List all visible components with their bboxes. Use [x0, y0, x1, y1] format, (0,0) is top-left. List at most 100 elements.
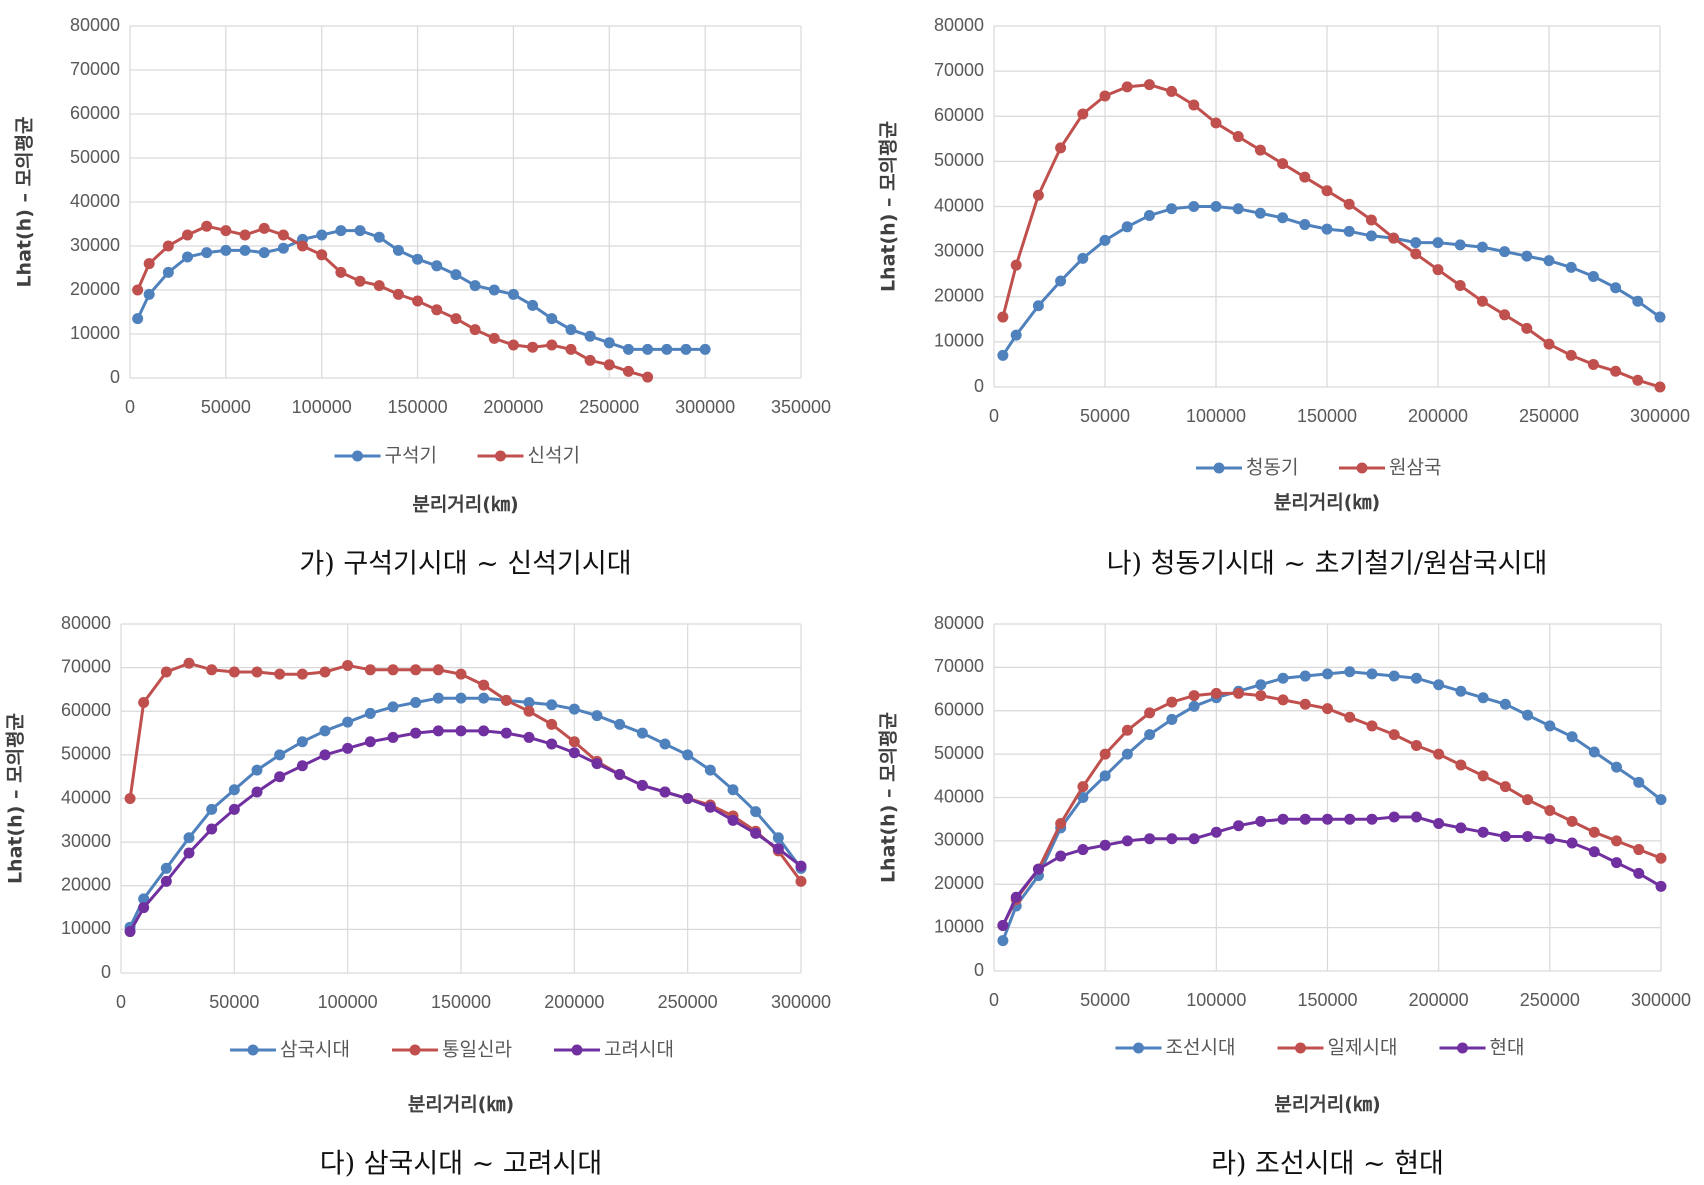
data-point: [1499, 781, 1511, 793]
y-tick-label: 20000: [61, 875, 111, 895]
data-point: [201, 220, 213, 232]
data-point: [1233, 820, 1245, 832]
data-point: [1055, 818, 1067, 830]
data-point: [527, 299, 539, 311]
data-point: [1232, 131, 1244, 143]
y-tick-label: 30000: [934, 240, 984, 260]
data-point: [1144, 707, 1156, 719]
data-point: [258, 222, 270, 234]
data-point: [1343, 198, 1355, 210]
data-point: [183, 847, 195, 859]
caption: 가) 구석기시대 ~ 신석기시대: [299, 549, 631, 580]
data-point: [727, 814, 739, 826]
data-point: [354, 275, 366, 287]
data-point: [1455, 759, 1467, 771]
data-point: [455, 692, 467, 704]
data-point: [124, 793, 136, 804]
data-point: [488, 332, 500, 344]
data-point: [546, 738, 558, 750]
data-point: [1299, 670, 1311, 682]
data-point: [1077, 844, 1089, 856]
data-point: [1210, 201, 1222, 212]
data-point: [680, 343, 692, 355]
data-point: [1543, 338, 1555, 350]
data-point: [478, 725, 490, 737]
data-point: [997, 935, 1009, 947]
data-point: [1188, 99, 1200, 111]
data-point: [1565, 349, 1577, 361]
data-point: [1388, 811, 1400, 823]
data-point: [201, 247, 213, 259]
y-tick-label: 50000: [70, 147, 120, 167]
x-tick-label: 300000: [1631, 990, 1691, 1010]
data-point: [277, 242, 289, 254]
y-tick-label: 40000: [934, 786, 984, 806]
data-point: [239, 244, 251, 256]
series-line: [1001, 670, 1662, 942]
data-point: [412, 295, 424, 307]
data-point: [251, 764, 263, 776]
data-point: [1210, 117, 1222, 129]
data-point: [124, 926, 136, 938]
chart: 0 10000 20000 30000 40000 50000 60000 70000 8000…: [5, 613, 832, 1180]
data-point: [1322, 813, 1333, 825]
x-tick-label: 200000: [1409, 990, 1469, 1010]
data-point: [335, 225, 347, 237]
data-point: [319, 666, 331, 678]
data-point: [450, 269, 462, 281]
data-point: [568, 736, 580, 748]
data-point: [500, 727, 512, 739]
data-point: [160, 875, 172, 887]
data-point: [1254, 207, 1266, 219]
data-point: [1010, 259, 1022, 271]
data-point: [699, 343, 711, 355]
x-tick-label: 150000: [431, 992, 491, 1012]
data-point: [1410, 811, 1422, 823]
data-point: [258, 247, 270, 259]
x-tick-label: 300000: [675, 397, 735, 417]
data-point: [704, 801, 716, 813]
data-point: [1455, 822, 1467, 834]
data-point: [682, 749, 694, 761]
data-point: [1521, 322, 1533, 334]
caption: 나) 청동기시대 ~ 초기철기/원삼국시대: [1107, 549, 1548, 580]
data-point: [1254, 144, 1266, 156]
data-point: [997, 349, 1009, 361]
y-tick-label: 60000: [934, 105, 984, 125]
data-point: [162, 266, 174, 278]
y-tick-label: 70000: [934, 60, 984, 80]
data-point: [1611, 857, 1623, 869]
y-tick-label: 30000: [61, 831, 111, 851]
data-point: [500, 694, 512, 706]
x-axis-title: 분리거리(㎞): [412, 494, 518, 516]
x-tick-label: 250000: [658, 992, 718, 1012]
x-tick-label: 200000: [544, 992, 604, 1012]
x-tick-label: 300000: [771, 992, 831, 1012]
x-tick-label: 200000: [483, 397, 543, 417]
data-point: [342, 659, 354, 671]
data-point: [507, 288, 519, 300]
data-point: [1032, 863, 1044, 875]
data-point: [478, 679, 490, 691]
data-point: [1388, 670, 1400, 682]
data-point: [1055, 275, 1067, 287]
data-point: [228, 666, 240, 678]
x-axis-title: 분리거리(㎞): [1274, 1094, 1380, 1116]
x-tick-label: 100000: [1186, 406, 1246, 426]
chart: 0 10000 20000 30000 40000 50000 60000 70000 8000…: [878, 613, 1692, 1180]
legend-marker: [409, 1044, 421, 1056]
data-point: [1544, 720, 1556, 732]
data-point: [206, 664, 218, 676]
legend-marker: [495, 450, 506, 462]
data-point: [1077, 252, 1089, 264]
data-point: [565, 324, 577, 336]
data-point: [206, 823, 218, 835]
data-point: [469, 280, 481, 292]
data-point: [1588, 746, 1600, 758]
x-tick-label: 350000: [771, 397, 831, 417]
data-point: [1299, 219, 1311, 231]
x-axis-title: 분리거리(㎞): [408, 1094, 514, 1116]
legend-marker: [1213, 462, 1225, 474]
data-point: [296, 760, 308, 772]
